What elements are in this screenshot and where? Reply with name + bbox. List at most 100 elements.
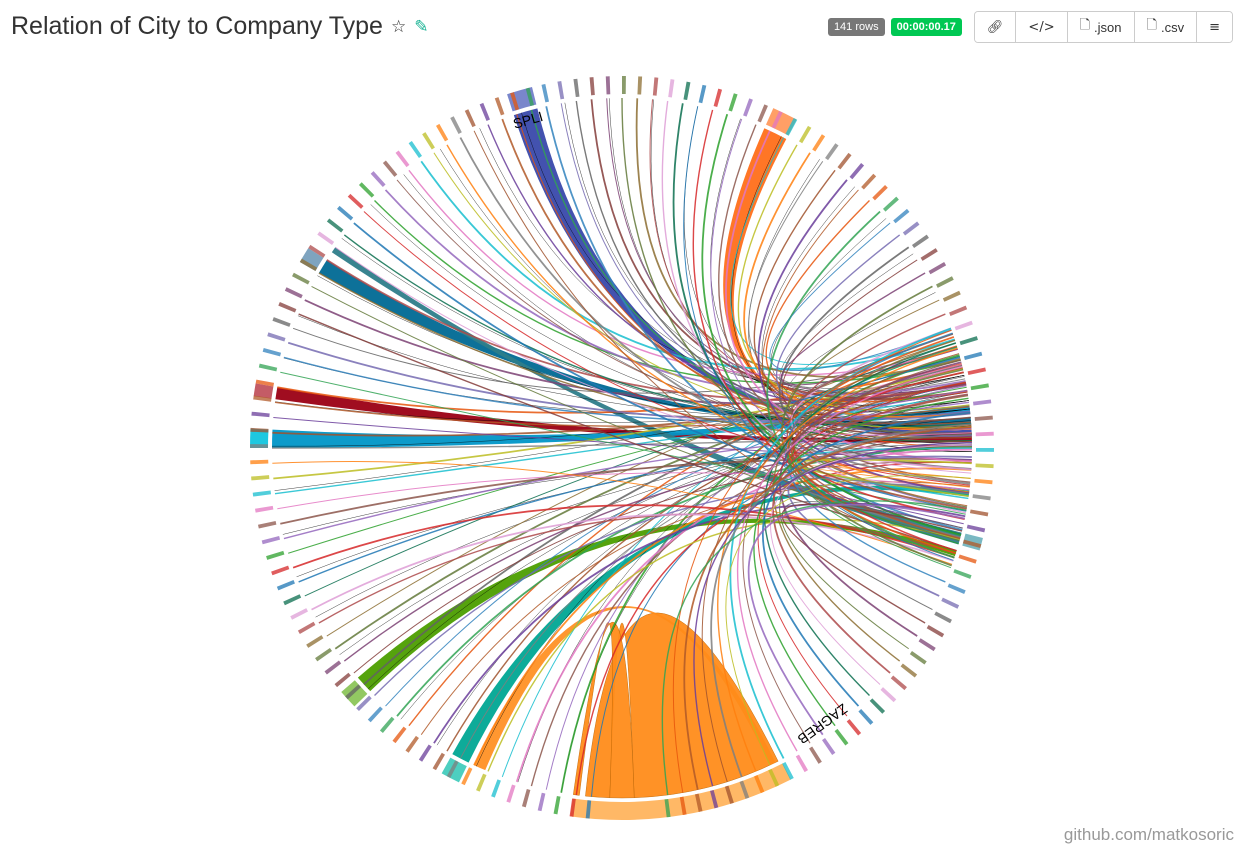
chord-thin-50 xyxy=(353,222,967,512)
group-arc-thin-136 xyxy=(710,789,719,809)
chord-thin-76 xyxy=(692,109,957,552)
chord-black-2 xyxy=(476,391,968,767)
chord-thin-34 xyxy=(271,434,972,449)
group-arc-thin-45 xyxy=(292,272,310,285)
chord-thin-59 xyxy=(459,137,971,485)
group-arc-thin-116 xyxy=(941,597,960,609)
group-arc-thin-63 xyxy=(510,92,520,111)
chord-thin-103 xyxy=(794,390,970,424)
group-arc-thin-39 xyxy=(258,363,278,372)
group-arc-thin-85 xyxy=(837,152,852,170)
chord-thin-67 xyxy=(575,100,972,435)
chord-thin-57 xyxy=(433,152,972,429)
link-icon: 🔗︎ xyxy=(986,19,1004,35)
export-json-button[interactable]: 🗋 .json xyxy=(1067,12,1135,42)
group-arc-thin-27 xyxy=(266,550,285,560)
group-arc-thin-114 xyxy=(953,569,972,579)
chord-thin-127 xyxy=(753,397,969,727)
group-arc-zagreb xyxy=(570,763,791,820)
query-time-badge: 00:00:00.17 xyxy=(890,18,962,36)
chord-black-16 xyxy=(341,238,972,429)
chord-thin-56 xyxy=(420,160,955,371)
chord-thin-131 xyxy=(729,327,952,759)
group-arc-thin-20 xyxy=(315,647,333,662)
group-arc-thin-64 xyxy=(525,87,534,107)
chord-thin-110 xyxy=(793,381,967,510)
group-arc-thin-82 xyxy=(799,125,812,144)
group-arc-thin-128 xyxy=(821,737,836,755)
chord-thin-33 xyxy=(272,460,953,565)
group-arc-thin-95 xyxy=(936,276,954,288)
group-arc-thin-11 xyxy=(418,744,432,762)
group-arc-thin-36 xyxy=(251,411,270,418)
group-arc-thin-94 xyxy=(928,262,947,275)
group-arc-thin-15 xyxy=(367,706,383,723)
group-arc-thin-88 xyxy=(872,184,888,201)
chord-thin-78 xyxy=(710,118,967,509)
chord-thin-134 xyxy=(710,423,972,778)
page-title: Relation of City to Company Type xyxy=(11,12,383,40)
group-arc-thin-66 xyxy=(557,80,565,100)
group-arc-thin-22 xyxy=(297,621,316,634)
share-link-button[interactable]: 🔗︎ xyxy=(974,12,1017,42)
group-arc-thin-37 xyxy=(253,395,272,402)
chord-spli xyxy=(513,108,972,437)
chord-thin-26 xyxy=(292,504,955,569)
chord-thin-71 xyxy=(635,98,961,378)
chord-thin-121 xyxy=(772,339,956,662)
group-arc-thin-61 xyxy=(479,102,490,121)
group-arc-thin-72 xyxy=(652,77,659,96)
group-arc-thin-76 xyxy=(713,88,723,108)
chord-thin-81 xyxy=(730,137,954,365)
footer-credit[interactable]: github.com/matkosoric xyxy=(1063,825,1234,844)
group-arc-thin-40 xyxy=(262,347,282,357)
group-arc-thin-0 xyxy=(585,800,592,819)
chord-thin-66 xyxy=(560,103,972,437)
group-arc-thin-90 xyxy=(893,208,910,224)
group-arc-thin-74 xyxy=(683,81,691,101)
chord-thin-54 xyxy=(396,179,972,437)
group-arc-thin-89 xyxy=(882,196,899,212)
menu-button[interactable]: ≡ xyxy=(1197,12,1232,42)
group-arc-thin-92 xyxy=(911,234,929,249)
group-arc-thin-70 xyxy=(622,76,626,95)
chord-thin-125 xyxy=(762,411,971,707)
group-arc-thin-23 xyxy=(290,608,308,620)
group-arc-thin-1 xyxy=(569,798,576,817)
chord-thin-119 xyxy=(778,361,962,637)
chord-major-2 xyxy=(275,387,972,443)
group-arc-thin-59 xyxy=(450,116,462,134)
group-arc-thin-8 xyxy=(461,767,473,786)
chord-thin-65 xyxy=(545,106,963,531)
group-arc-thin-97 xyxy=(949,305,968,316)
title-row: Relation of City to Company Type ☆ ✎ xyxy=(11,12,428,41)
chord-thin-97 xyxy=(786,313,961,539)
group-arc-thin-96 xyxy=(942,290,961,302)
group-arc-thin-49 xyxy=(326,218,344,233)
chord-thin-132 xyxy=(725,475,971,766)
toolbar: 141 rows 00:00:00.17 🔗︎ </> 🗋 .json 🗋 .c… xyxy=(827,11,1233,43)
star-outline-icon[interactable]: ☆ xyxy=(390,17,407,36)
group-arc-thin-24 xyxy=(283,594,302,606)
group-arc-thin-84 xyxy=(825,143,839,161)
group-arc-thin-68 xyxy=(589,77,595,96)
edit-icon[interactable]: ✎ xyxy=(414,17,429,36)
group-arc-thin-55 xyxy=(395,150,410,168)
embed-code-button[interactable]: </> xyxy=(1016,12,1068,42)
group-arc-thin-25 xyxy=(276,580,295,591)
export-csv-button[interactable]: 🗋 .csv xyxy=(1134,12,1198,42)
group-arc-thin-133 xyxy=(754,775,765,794)
group-arc-thin-122 xyxy=(890,675,907,691)
group-arc-major-3 xyxy=(250,428,269,448)
group-arc-thin-73 xyxy=(668,79,675,98)
group-arc-thin-111 xyxy=(966,524,986,533)
group-arc-thin-112 xyxy=(962,539,982,549)
group-arc-thin-21 xyxy=(306,635,324,648)
chord-thin-139 xyxy=(661,500,967,796)
code-icon: </> xyxy=(1028,19,1055,35)
group-arc-thin-86 xyxy=(849,163,865,180)
chord-thin-53 xyxy=(384,189,966,396)
group-arc-thin-120 xyxy=(909,651,927,665)
